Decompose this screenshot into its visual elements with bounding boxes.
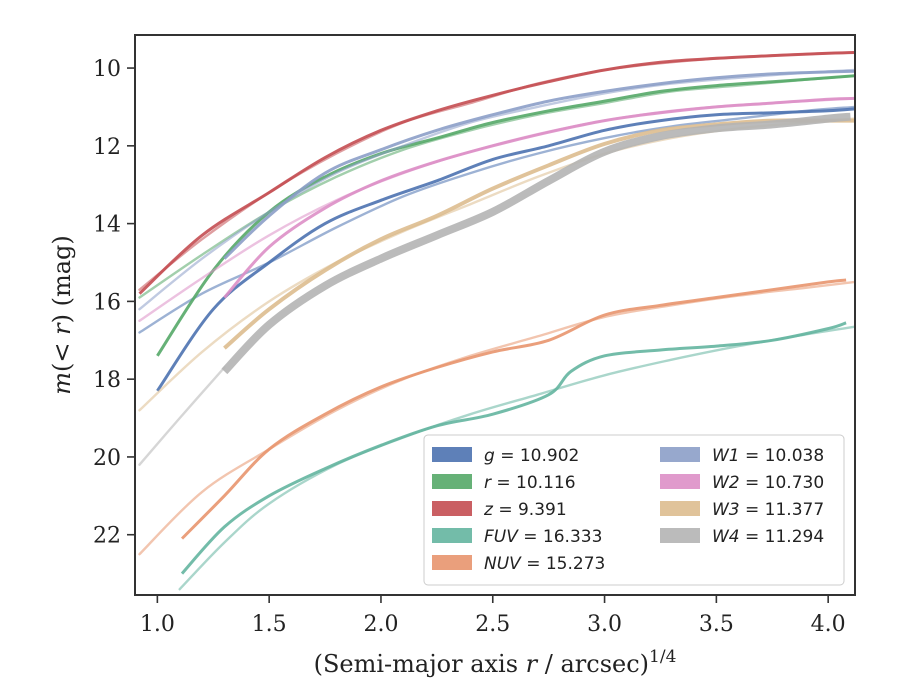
series-fuv-line (180, 321, 847, 575)
legend-swatch (432, 474, 472, 489)
y-axis-label: m(< r) (mag) (48, 235, 76, 395)
legend-label: W1 = 10.038 (712, 446, 824, 466)
series-w4-line (221, 112, 851, 375)
legend-label: W3 = 11.377 (712, 500, 824, 520)
x-axis-label: (Semi-major axis r / arcsec)1/4 (314, 647, 677, 678)
x-tick-label: 3.0 (587, 612, 622, 637)
series-z-line (138, 51, 855, 295)
legend: g = 10.902 r = 10.116 z = 9.391 FUV = 16.33… (423, 434, 845, 586)
series-w3-line (223, 118, 855, 350)
legend-swatch (660, 447, 700, 462)
x-tick-label: 2.5 (475, 612, 510, 637)
legend-label: W2 = 10.730 (712, 473, 824, 493)
legend-label: FUV = 16.333 (484, 527, 602, 547)
y-tick-label: 10 (93, 57, 121, 82)
series-fuv-model-line (178, 325, 855, 591)
x-tick-label: 3.5 (699, 612, 734, 637)
series-w4-model-line (138, 366, 226, 466)
series-w1-model-line (138, 68, 855, 311)
x-axis-label-text: (Semi-major axis r / arcsec)1/4 (314, 647, 677, 678)
y-axis-ticks: 10 12 14 16 18 20 22 (93, 57, 135, 549)
legend-box (423, 434, 845, 586)
y-tick-label: 18 (93, 368, 121, 393)
legend-label: NUV = 15.273 (484, 554, 605, 574)
legend-label: r = 10.116 (484, 473, 576, 493)
x-tick-label: 4.0 (811, 612, 846, 637)
series-nuv-line (180, 278, 847, 540)
series-g-line (156, 107, 855, 392)
legend-swatch (660, 474, 700, 489)
series-w1-line (223, 69, 855, 260)
legend-label: z = 9.391 (483, 500, 567, 520)
y-axis-label-text: m(< r) (mag) (48, 235, 76, 395)
legend-swatch (660, 501, 700, 516)
x-axis-ticks: 1.0 1.5 2.0 2.5 3.0 3.5 4.0 (140, 595, 846, 637)
legend-swatch (432, 501, 472, 516)
legend-swatch (432, 555, 472, 570)
series-w3-model-line (138, 117, 855, 412)
y-tick-label: 16 (93, 290, 121, 315)
legend-label: g = 10.902 (484, 446, 579, 466)
series-layer (138, 51, 855, 591)
legend-swatch (432, 528, 472, 543)
y-tick-label: 20 (93, 446, 121, 471)
x-tick-label: 1.0 (140, 612, 175, 637)
y-tick-label: 14 (93, 213, 121, 238)
x-tick-label: 1.5 (252, 612, 287, 637)
series-r-line (156, 74, 855, 357)
series-g-model-line (138, 105, 855, 334)
legend-swatch (660, 528, 700, 543)
legend-swatch (432, 447, 472, 462)
y-tick-label: 12 (93, 135, 121, 160)
series-z-model-line (138, 51, 855, 291)
y-tick-label: 22 (93, 524, 121, 549)
plot-frame (134, 34, 856, 596)
series-w2-line (223, 96, 855, 299)
legend-label: W4 = 11.294 (712, 527, 824, 547)
x-tick-label: 2.0 (363, 612, 398, 637)
